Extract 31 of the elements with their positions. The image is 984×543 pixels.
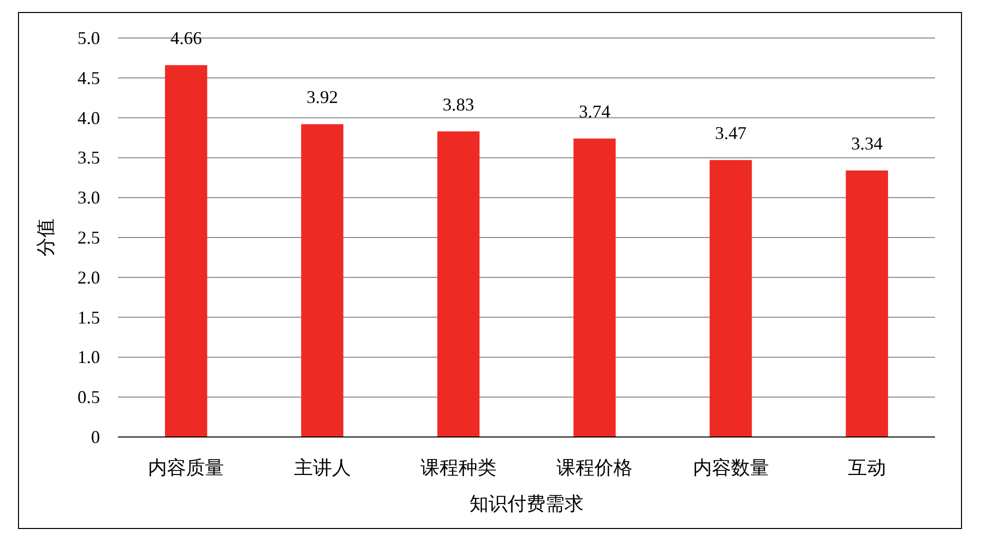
- x-tick-label: 课程种类: [420, 458, 496, 479]
- y-tick-label: 1.0: [78, 347, 100, 368]
- y-tick-label: 4.0: [78, 108, 100, 128]
- x-tick-label: 主讲人: [294, 457, 351, 479]
- data-label: 3.34: [851, 133, 883, 154]
- y-tick-label: 1.5: [78, 307, 100, 328]
- data-label: 3.92: [306, 87, 338, 108]
- y-axis-title: 分值: [36, 218, 57, 256]
- bar: [301, 124, 344, 437]
- y-tick-label: 0: [91, 427, 100, 447]
- data-label: 3.83: [442, 94, 474, 114]
- y-tick-label: 2.0: [78, 267, 100, 288]
- y-tick-label: 4.5: [78, 68, 100, 88]
- x-tick-label: 课程价格: [556, 458, 633, 479]
- y-tick-label: 3.5: [78, 148, 100, 168]
- y-tick-label: 2.5: [78, 228, 100, 248]
- x-tick-label: 内容数量: [692, 457, 769, 479]
- y-tick-label: 0.5: [78, 387, 100, 408]
- y-tick-label: 5.0: [78, 28, 100, 48]
- x-tick-label: 内容质量: [148, 457, 224, 479]
- bar: [437, 131, 480, 437]
- bar: [710, 160, 752, 437]
- data-label: 4.66: [170, 28, 202, 48]
- x-tick-label: 互动: [848, 458, 886, 479]
- x-axis-title: 知识付费需求: [470, 494, 584, 515]
- y-tick-label: 3.0: [78, 188, 100, 208]
- data-label: 3.74: [578, 102, 610, 122]
- data-label: 3.47: [715, 123, 746, 144]
- bar: [164, 65, 208, 437]
- bar: [573, 138, 616, 437]
- bar: [846, 170, 888, 437]
